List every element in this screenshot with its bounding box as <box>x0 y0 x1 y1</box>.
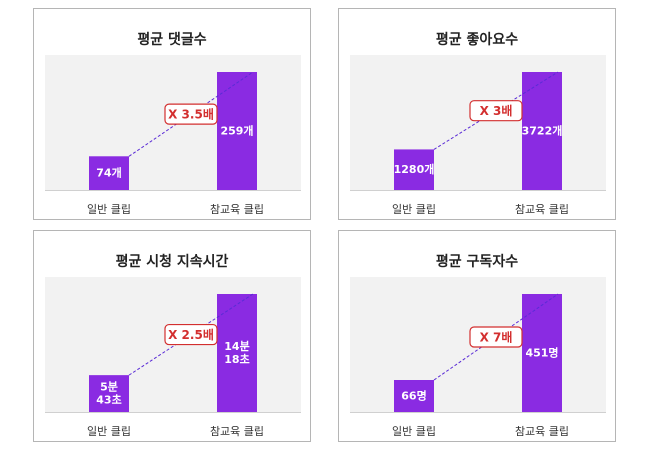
multiplier-badge <box>164 323 218 346</box>
bar <box>394 149 434 190</box>
category-label-normal: 일반 클립 <box>87 203 131 216</box>
category-label-chamgyoyuk: 참교육 클립 <box>514 203 570 216</box>
bar-value-label: 5분 <box>100 381 118 394</box>
chart-panel-likes: 평균 좋아요수 1280개 3722개 X 3배 일반 클립 참교육 클립 <box>338 8 616 220</box>
bar <box>394 380 434 412</box>
bar-value-label: 3722개 <box>522 124 563 138</box>
category-label-chamgyoyuk: 참교육 클립 <box>209 425 265 438</box>
chart-panel-subscribers: 평균 구독자수 66명 451명 X 7배 일반 클립 참교육 클립 <box>338 230 616 442</box>
bar <box>89 156 129 190</box>
bar <box>522 294 562 412</box>
bar-value-label: 1280개 <box>394 162 435 176</box>
chart-plot: 74개 259개 X 3.5배 <box>45 55 301 191</box>
category-label-chamgyoyuk: 참교육 클립 <box>514 425 570 438</box>
category-label-chamgyoyuk: 참교육 클립 <box>209 203 265 216</box>
chart-plot: 1280개 3722개 X 3배 <box>350 55 606 191</box>
chart-title: 평균 시청 지속시간 <box>115 254 229 270</box>
multiplier-label: X 7배 <box>480 330 513 345</box>
bar-value-label: 259개 <box>220 124 253 138</box>
category-label-normal: 일반 클립 <box>87 425 131 438</box>
category-label-normal: 일반 클립 <box>392 203 436 216</box>
multiplier-label: X 3.5배 <box>168 107 214 122</box>
multiplier-badge <box>469 326 523 348</box>
bar-value-label: 74개 <box>96 166 121 180</box>
chart-title: 평균 좋아요수 <box>435 32 519 48</box>
bar-value-label: 18초 <box>224 353 249 366</box>
bar <box>217 72 257 190</box>
bar-value-label: 451명 <box>525 346 558 360</box>
bar-value-label: 43초 <box>96 394 121 407</box>
bar <box>89 375 129 412</box>
bar-value-label: 66명 <box>401 389 426 403</box>
category-label-normal: 일반 클립 <box>392 425 436 438</box>
chart-panel-watch-time: 평균 시청 지속시간 5분 43초 14분 18초 X 2.5배 일반 클립 참교육 클… <box>33 230 311 442</box>
multiplier-badge <box>469 100 523 122</box>
multiplier-label: X 2.5배 <box>168 327 214 342</box>
bar <box>522 72 562 190</box>
chart-plot: 66명 451명 X 7배 <box>350 277 606 413</box>
multiplier-badge <box>164 103 218 125</box>
trend-line <box>433 71 559 150</box>
multiplier-label: X 3배 <box>480 103 513 118</box>
chart-panel-comments: 평균 댓글수 74개 259개 X 3.5배 일반 클립 참교육 클립 <box>33 8 311 220</box>
bar-value-label: 14분 <box>224 340 249 353</box>
chart-title: 평균 댓글수 <box>137 32 207 48</box>
chart-title: 평균 구독자수 <box>435 254 519 270</box>
